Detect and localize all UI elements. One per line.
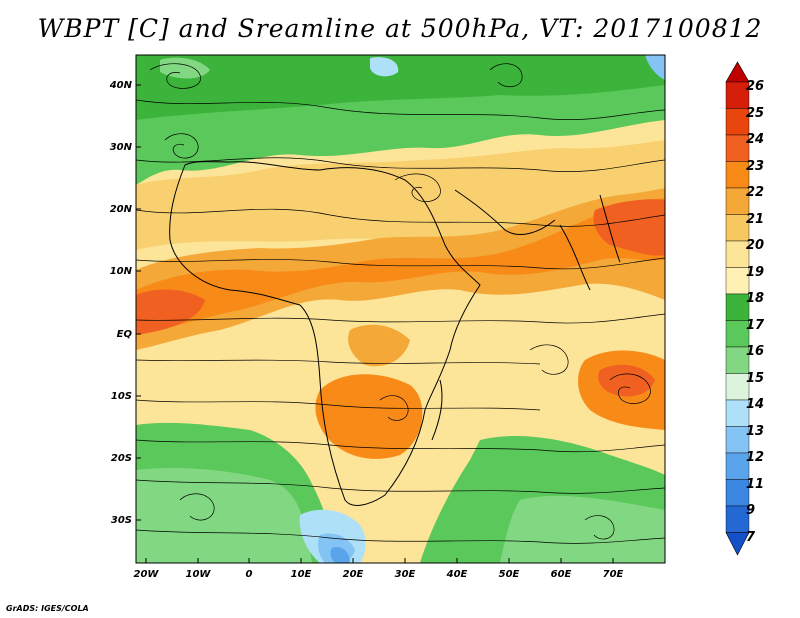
lon-label: 40E bbox=[446, 569, 468, 580]
colorbar-label: 19 bbox=[746, 265, 765, 280]
colorbar-label: 25 bbox=[746, 106, 765, 121]
colorbar-label: 9 bbox=[746, 503, 756, 518]
plot-frame bbox=[135, 54, 666, 564]
colorbar-label: 15 bbox=[746, 371, 765, 386]
map-title: WBPT [C] and Sreamline at 500hPa, VT: 20… bbox=[37, 14, 763, 43]
lat-label: 20N bbox=[109, 204, 132, 215]
lat-label: 30S bbox=[110, 515, 132, 526]
lon-label: 20W bbox=[133, 569, 159, 580]
credit-text: GrADS: IGES/COLA bbox=[6, 604, 89, 613]
wbpt-field-16-sw bbox=[136, 468, 312, 563]
wbpt-field-13-ne bbox=[645, 55, 665, 80]
colorbar-label: 16 bbox=[746, 344, 765, 359]
lat-label: EQ bbox=[116, 329, 132, 340]
wbpt-field-12-south bbox=[330, 547, 350, 563]
lon-label: 0 bbox=[245, 569, 253, 580]
colorbar-label: 7 bbox=[746, 530, 756, 545]
lon-label: 30E bbox=[394, 569, 416, 580]
wbpt-field-18-north bbox=[136, 55, 665, 120]
colorbar-label: 21 bbox=[746, 212, 765, 227]
streamlines bbox=[136, 63, 665, 544]
colorbar-label: 11 bbox=[746, 477, 765, 492]
wbpt-field-14-north bbox=[370, 57, 399, 77]
wbpt-field-22 bbox=[136, 198, 665, 335]
map-plot-area bbox=[136, 55, 665, 563]
lon-label: 70E bbox=[602, 569, 624, 580]
colorbar-label: 22 bbox=[746, 185, 765, 200]
wbpt-field-16-north bbox=[160, 57, 210, 79]
colorbar-label: 13 bbox=[746, 424, 765, 439]
lat-label: 10N bbox=[109, 266, 132, 277]
lat-label: 10S bbox=[110, 391, 132, 402]
lon-label: 60E bbox=[550, 569, 572, 580]
lon-label: 10E bbox=[290, 569, 312, 580]
colorbar-label: 26 bbox=[746, 79, 765, 94]
colorbar-label: 12 bbox=[746, 450, 765, 465]
wbpt-field-23-ne bbox=[593, 199, 665, 256]
wbpt-field-22-south-africa bbox=[315, 374, 423, 459]
wbpt-field-23-east bbox=[598, 364, 655, 397]
lat-label: 20S bbox=[110, 453, 132, 464]
colorbar bbox=[725, 61, 750, 556]
colorbar-label: 17 bbox=[746, 318, 765, 333]
wbpt-field-21-central bbox=[348, 324, 410, 367]
colorbar-bottom-triangle bbox=[725, 532, 750, 556]
colorbar-label: 23 bbox=[746, 159, 765, 174]
wbpt-field-16-se bbox=[500, 495, 665, 563]
wbpt-field-23-west bbox=[136, 289, 205, 335]
lat-label: 30N bbox=[109, 142, 132, 153]
axis-ticks bbox=[136, 84, 614, 563]
colorbar-label: 20 bbox=[746, 238, 765, 253]
colorbar-label: 14 bbox=[746, 397, 765, 412]
colorbar-label: 18 bbox=[746, 291, 765, 306]
lon-label: 50E bbox=[498, 569, 520, 580]
lat-label: 40N bbox=[109, 80, 132, 91]
colorbar-label: 24 bbox=[746, 132, 765, 147]
lon-label: 10W bbox=[185, 569, 211, 580]
coastlines bbox=[169, 161, 621, 506]
lon-label: 20E bbox=[342, 569, 364, 580]
